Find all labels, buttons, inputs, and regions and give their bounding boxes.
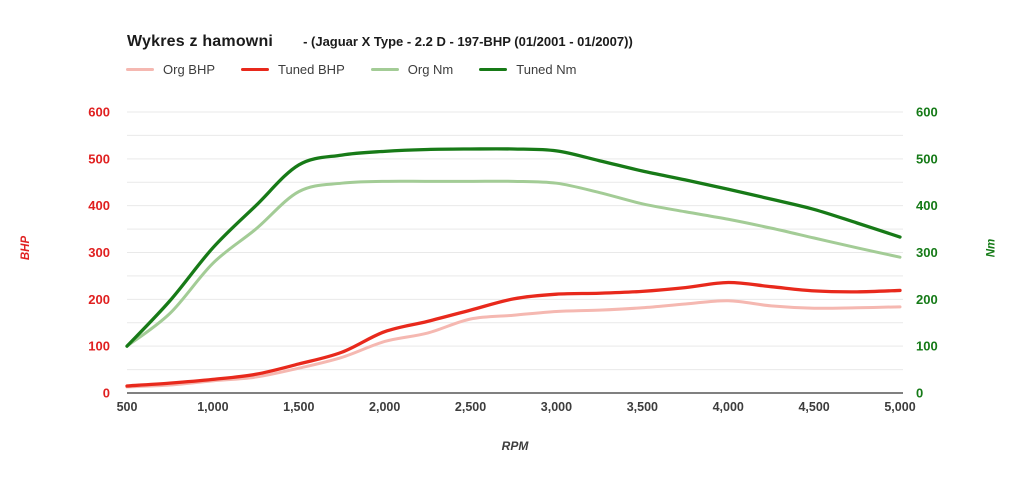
- x-axis-tick: 2,500: [455, 400, 486, 414]
- x-axis-tick: 3,000: [541, 400, 572, 414]
- y-axis-title-bhp: BHP: [20, 235, 33, 261]
- x-axis-title-rpm: RPM: [501, 439, 529, 453]
- legend-item-org-bhp: Org BHP: [126, 62, 215, 77]
- legend-label: Org BHP: [163, 62, 216, 77]
- org-bhp-line-swatch: [126, 68, 154, 71]
- chart-subtitle: - (Jaguar X Type - 2.2 D - 197-BHP (01/2…: [303, 34, 633, 49]
- y-axis-tick-right: 500: [916, 151, 938, 166]
- y-axis-tick-left: 500: [88, 151, 110, 166]
- y-axis-tick-left: 200: [88, 292, 110, 307]
- legend-item-tuned-bhp: Tuned BHP: [241, 62, 345, 77]
- series-line-org-nm: [125, 179, 902, 348]
- legend-label: Tuned Nm: [516, 62, 577, 77]
- y-axis-tick-left: 100: [88, 339, 110, 354]
- org-nm-line-swatch: [370, 68, 399, 71]
- x-axis-tick: 4,500: [798, 400, 829, 414]
- y-axis-tick-right: 300: [916, 245, 938, 260]
- x-axis-tick: 3,500: [627, 400, 658, 414]
- y-axis-tick-left: 600: [88, 105, 110, 120]
- y-axis-tick-left: 400: [88, 198, 110, 213]
- x-axis-tick: 500: [117, 400, 138, 414]
- chart-header: Wykres z hamowni - (Jaguar X Type - 2.2 …: [127, 33, 633, 51]
- legend-label: Tuned BHP: [278, 62, 345, 77]
- x-axis-tick: 1,500: [283, 400, 314, 414]
- x-axis-tick: 1,000: [197, 400, 228, 414]
- x-axis-tick: 4,000: [713, 400, 744, 414]
- y-axis-tick-left: 300: [88, 245, 110, 260]
- y-axis-tick-right: 400: [916, 198, 938, 213]
- tuned-nm-line-swatch: [479, 68, 508, 71]
- chart-title: Wykres z hamowni: [127, 33, 274, 50]
- y-axis-tick-right: 200: [916, 292, 938, 307]
- series-line-tuned-bhp: [125, 280, 902, 388]
- tuned-bhp-line-swatch: [241, 68, 270, 71]
- series-line-org-bhp: [125, 299, 902, 389]
- series-line-tuned-nm: [125, 147, 902, 348]
- legend-label: Org Nm: [407, 62, 454, 77]
- y-axis-tick-right: 100: [916, 339, 938, 354]
- y-axis-tick-right: 600: [916, 105, 938, 120]
- legend-item-tuned-nm: Tuned Nm: [479, 62, 576, 77]
- y-axis-title-nm: Nm: [985, 238, 998, 258]
- y-axis-tick-right: 0: [916, 386, 923, 401]
- chart-legend: Org BHP Tuned BHP Org Nm Tuned Nm: [126, 62, 576, 77]
- x-axis-tick: 5,000: [884, 400, 915, 414]
- legend-item-org-nm: Org Nm: [370, 62, 454, 77]
- y-axis-tick-left: 0: [103, 386, 110, 401]
- x-axis-tick: 2,000: [369, 400, 400, 414]
